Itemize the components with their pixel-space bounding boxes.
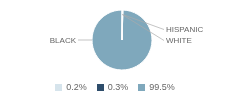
svg-text:BLACK: BLACK [50,36,77,45]
svg-text:HISPANIC: HISPANIC [166,25,203,34]
svg-text:WHITE: WHITE [166,36,192,45]
html-text:0.2%: 0.2% [66,82,87,92]
html-text:0.3%: 0.3% [107,82,129,92]
html-text:99.5%: 99.5% [149,82,175,92]
